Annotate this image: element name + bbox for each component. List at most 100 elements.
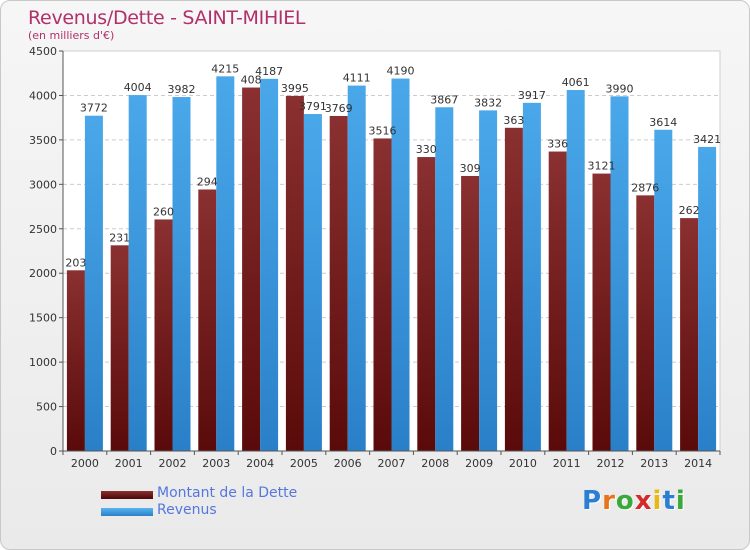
data-label-dette: 260 [153,205,174,218]
bar-revenus [347,85,366,452]
data-label-revenus: 4190 [387,65,415,78]
data-label-revenus: 3917 [518,89,546,102]
data-label-revenus: 4215 [211,62,239,75]
x-tick-label: 2008 [421,457,449,470]
legend-swatch-revenus [101,508,153,516]
bar-dette [680,218,699,451]
x-tick-label: 2011 [553,457,581,470]
logo-letter: r [602,486,616,516]
x-tick-label: 2005 [290,457,318,470]
bar-revenus [435,107,454,452]
logo-letter: P [582,486,603,516]
x-tick-label: 2014 [684,457,712,470]
bar-dette [110,245,129,451]
bar-dette [636,195,655,451]
data-label-revenus: 4111 [343,72,371,85]
data-label-dette: 3995 [281,82,309,95]
y-tick-label: 2500 [29,223,57,236]
y-tick-label: 1500 [29,312,57,325]
x-tick-label: 2013 [640,457,668,470]
x-tick-label: 2009 [465,457,493,470]
data-label-revenus: 3832 [474,96,502,109]
data-label-dette: 2876 [631,181,659,194]
bar-dette [373,138,392,451]
bar-revenus [566,90,585,452]
logo-letter: x [634,486,653,516]
x-tick-label: 2002 [159,457,187,470]
bar-dette [548,151,567,452]
y-tick-label: 3500 [29,134,57,147]
x-axis: 2000 2001 2002 2003 2004 2005 2006 2007 2008 2009… [62,450,721,470]
data-label-dette: 309 [460,162,481,175]
bar-revenus [610,96,629,451]
y-tick-label: 3000 [29,178,57,191]
bar-revenus [260,78,279,452]
proxiti-logo: Proxiti [582,486,686,516]
x-tick-label: 2010 [509,457,537,470]
y-tick-label: 0 [50,445,57,458]
x-tick-label: 2004 [246,457,274,470]
logo-letter: o [615,486,635,516]
x-tick-label: 2000 [71,457,99,470]
data-label-revenus: 3421 [693,133,721,146]
logo-letter: t [662,486,676,516]
bar-revenus [522,102,541,452]
bar-dette [592,173,611,452]
data-label-revenus: 3772 [80,102,108,115]
data-label-dette: 294 [197,175,218,188]
data-label-revenus: 3990 [606,82,634,95]
bar-revenus [654,129,673,451]
chart-title: Revenus/Dette - SAINT-MIHIEL [28,7,306,29]
data-label-dette: 3516 [369,124,397,137]
bar-dette [285,95,304,451]
chart-subtitle: (en milliers d'€) [28,29,115,42]
data-label-dette: 363 [503,114,524,127]
data-label-dette: 408 [241,74,262,87]
bar-revenus [172,97,191,452]
data-label-dette: 203 [65,256,86,269]
data-label-revenus: 3791 [299,100,327,113]
data-label-dette: 3769 [325,102,353,115]
data-label-dette: 231 [109,231,130,244]
logo-letter: i [675,486,686,516]
x-tick-label: 2006 [334,457,362,470]
bar-dette [198,189,217,451]
legend-swatch-dette [101,491,153,499]
data-label-revenus: 3614 [649,116,677,129]
y-tick-label: 4000 [29,89,57,102]
data-label-dette: 336 [547,138,568,151]
data-label-revenus: 3982 [168,83,196,96]
data-label-dette: 262 [679,204,700,217]
bar-revenus [303,114,322,452]
x-tick-label: 2007 [378,457,406,470]
data-label-revenus: 4187 [255,65,283,78]
data-label-dette: 3121 [588,160,616,173]
bar-revenus [128,95,147,451]
bar-dette [329,115,348,451]
y-tick-label: 1000 [29,356,57,369]
bar-dette [66,270,85,451]
bar-revenus [84,115,103,451]
y-tick-label: 500 [36,401,57,414]
bar-revenus [391,78,410,452]
logo-letter: i [652,486,663,516]
bar-revenus [216,76,235,451]
y-axis: 0 500 1000 1500 2000 2500 3000 3500 4000 4500 [29,45,64,458]
bar-dette [461,175,480,451]
legend-label-revenus: Revenus [157,502,217,518]
x-tick-label: 2001 [115,457,143,470]
bar-dette [154,219,173,451]
bar-dette [242,87,261,452]
bar-revenus [479,110,498,451]
data-label-revenus: 4004 [124,81,152,94]
data-label-revenus: 4061 [562,76,590,89]
y-tick-label: 4500 [29,45,57,58]
y-tick-label: 2000 [29,267,57,280]
x-tick-label: 2012 [597,457,625,470]
data-label-revenus: 3867 [430,93,458,106]
data-label-dette: 330 [416,143,437,156]
bar-dette [504,127,523,452]
